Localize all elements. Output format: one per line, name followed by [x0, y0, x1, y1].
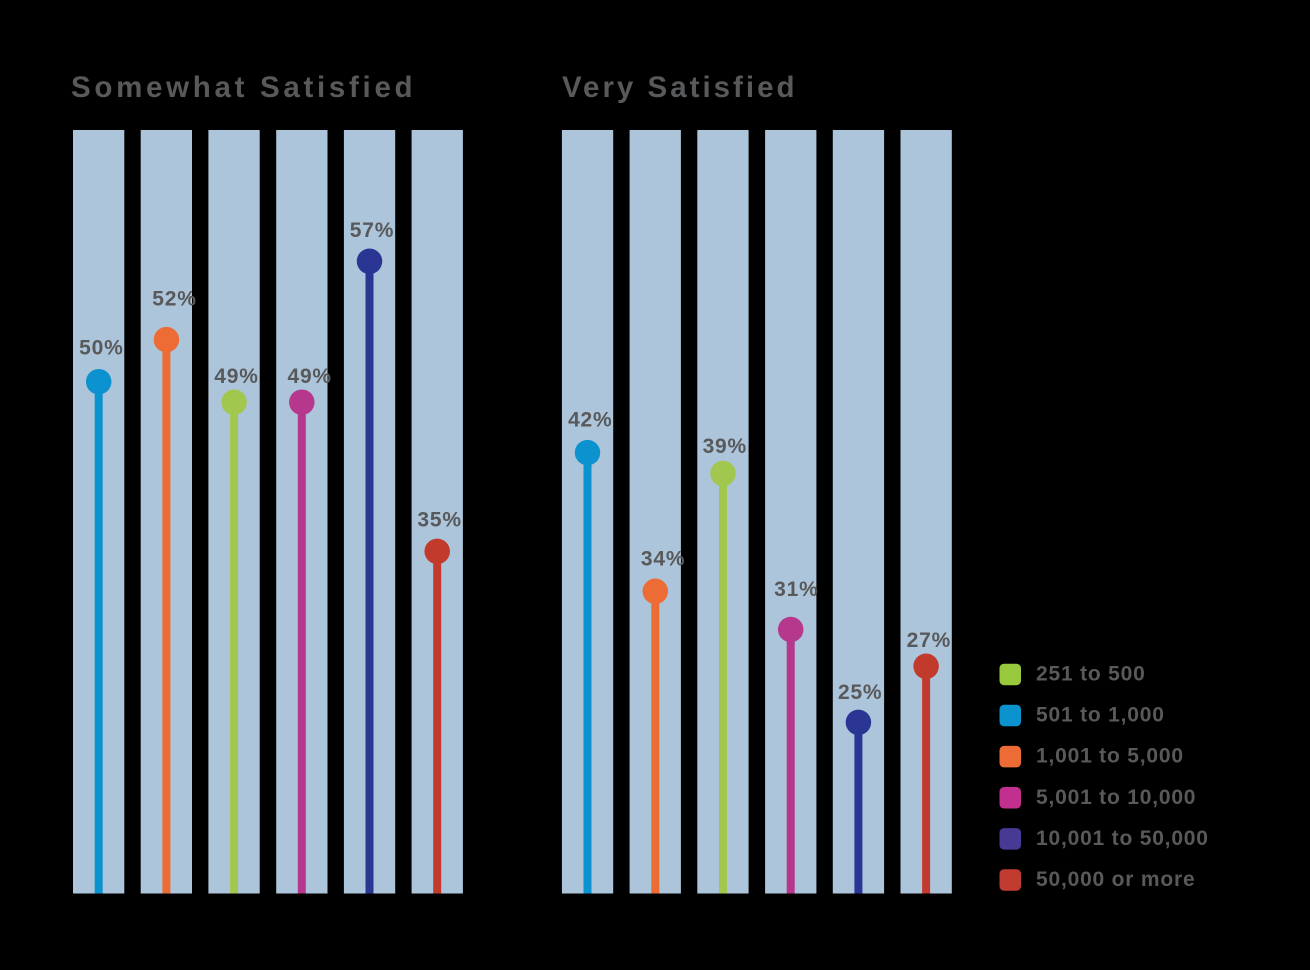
svg-text:27%: 27%	[907, 629, 951, 652]
svg-text:501 to 1,000: 501 to 1,000	[1036, 704, 1165, 727]
svg-text:5,001 to 10,000: 5,001 to 10,000	[1036, 786, 1196, 809]
svg-text:49%: 49%	[214, 365, 258, 388]
svg-text:39%: 39%	[703, 435, 747, 458]
svg-text:35%: 35%	[417, 509, 461, 532]
svg-text:42%: 42%	[568, 409, 612, 432]
svg-text:Very Satisfied: Very Satisfied	[562, 71, 798, 104]
svg-text:57%: 57%	[350, 219, 394, 242]
svg-text:251 to 500: 251 to 500	[1036, 663, 1146, 686]
svg-text:10,001 to 50,000: 10,001 to 50,000	[1036, 827, 1209, 850]
svg-text:31%: 31%	[774, 578, 818, 601]
svg-text:1,001 to 5,000: 1,001 to 5,000	[1036, 745, 1184, 768]
svg-text:34%: 34%	[641, 547, 685, 570]
svg-text:52%: 52%	[152, 287, 196, 310]
svg-text:50%: 50%	[79, 336, 123, 359]
svg-text:Somewhat Satisfied: Somewhat Satisfied	[71, 71, 416, 104]
svg-text:25%: 25%	[838, 681, 882, 704]
svg-text:49%: 49%	[287, 365, 331, 388]
svg-text:50,000 or more: 50,000 or more	[1036, 868, 1195, 891]
